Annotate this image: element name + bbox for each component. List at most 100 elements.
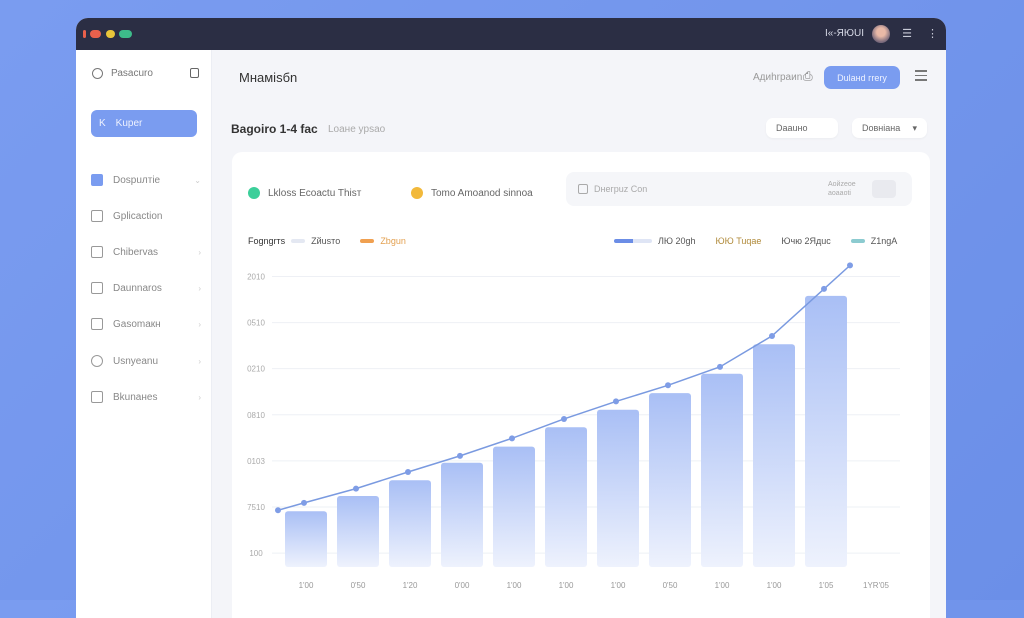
legend-label: Ючю 2Ядuc (781, 236, 831, 246)
stat-label: Lkloss Ecoactu Thisт (268, 187, 362, 199)
sidebar-item-label: Gasomaкн (113, 318, 161, 330)
caret-down-icon: ▾ (912, 122, 917, 133)
maximize-button[interactable] (119, 30, 132, 38)
chevron-icon: › (198, 356, 201, 366)
data-point (353, 485, 359, 492)
data-point (561, 415, 567, 422)
legend-swatch (850, 239, 865, 243)
bar (337, 495, 379, 567)
sidebar-search[interactable]: Раsаcuro (92, 68, 153, 79)
primary-button[interactable]: Dulaнd гrery (824, 66, 900, 89)
legend-right: ЛЮ 20gh ЮЮ Tuqae Ючю 2Ядuc Z1ngA (614, 236, 897, 246)
bar (753, 344, 795, 567)
card-icon (91, 246, 103, 258)
x-tick-label: 1'20 (403, 581, 418, 590)
stat-2: Tomo Amoanod sinnoa (411, 187, 533, 199)
bar (441, 462, 483, 567)
sidebar-item-2[interactable]: Gplicaction (91, 206, 201, 226)
settings-icon[interactable]: ☰ (902, 28, 912, 40)
data-point (405, 468, 411, 475)
y-tick-label: 0210 (247, 365, 265, 374)
search-note: Aoйzeoe aoaaoti (828, 181, 856, 197)
bar (805, 295, 847, 567)
chevron-icon: › (198, 319, 201, 329)
dashboard-icon (91, 174, 103, 186)
legend-swatch (614, 239, 652, 243)
data-point (613, 398, 619, 405)
data-point (769, 332, 775, 339)
close-button[interactable] (90, 30, 101, 38)
legend-label: Zйusтo (311, 236, 341, 246)
y-tick-label: 0103 (247, 457, 265, 466)
data-point (275, 507, 281, 514)
sidebar-item-7[interactable]: Bkunaнes › (91, 387, 201, 407)
search-placeholder: Dнегрuz Con (594, 184, 648, 194)
sidebar-item-label: Kuper (115, 118, 143, 129)
data-point (509, 435, 515, 442)
menu-icon[interactable] (915, 70, 927, 84)
legend-swatch (291, 239, 306, 243)
y-tick-label: 7510 (247, 503, 265, 512)
search-input[interactable]: Dнегрuz Con Aoйzeoe aoaaoti (566, 172, 912, 206)
section-subtitle: Loaнe ypsao (328, 124, 386, 135)
collapse-icon[interactable] (190, 68, 199, 78)
y-tick-label: 0810 (247, 411, 265, 420)
x-tick-label: 0'50 (351, 581, 366, 590)
x-tick-label: 1'00 (767, 581, 782, 590)
search-button[interactable] (872, 180, 896, 198)
sidebar-item-label: Gplicaction (113, 210, 163, 222)
chevron-icon: ⌄ (194, 175, 201, 185)
x-tick-label: 0'50 (663, 581, 678, 590)
data-point (457, 452, 463, 459)
x-tick-label: 1'00 (507, 581, 522, 590)
filter-label: Dовнiaнa (862, 123, 901, 133)
bar (493, 446, 535, 567)
legend-label: ЮЮ Tuqae (715, 236, 762, 246)
x-tick-label: 1'00 (299, 581, 314, 590)
bar (649, 393, 691, 567)
data-point (665, 382, 671, 389)
coin-icon (411, 187, 423, 199)
bar (597, 409, 639, 567)
more-icon[interactable]: ⋮ (927, 28, 938, 40)
legend-swatch (360, 239, 375, 243)
data-point (821, 285, 827, 292)
check-icon (248, 187, 260, 199)
sidebar-item-label: Daunnaros (113, 282, 162, 294)
data-point (301, 499, 307, 506)
lock-icon (91, 318, 103, 330)
legend-label: Z1ngA (870, 236, 898, 246)
inbox-icon[interactable]: ⎙ (803, 69, 813, 83)
avatar[interactable] (872, 25, 890, 43)
sidebar-item-active[interactable]: K Kuper (91, 110, 197, 137)
sidebar-item-3[interactable]: Chibervas › (91, 242, 201, 262)
x-tick-label: 1'00 (715, 581, 730, 590)
legend-label: Zbgun (380, 236, 406, 246)
sidebar-top-label: Раsаcuro (111, 68, 153, 79)
sidebar-item-6[interactable]: Usnyeanu › (91, 351, 201, 371)
grid-icon (91, 282, 103, 294)
chevron-icon: › (198, 283, 201, 293)
filter-dropdown-1[interactable]: Daauно (766, 118, 838, 138)
sidebar-item-label: Usnyeanu (113, 355, 159, 367)
sidebar-item-1[interactable]: Dospuлтie ⌄ (91, 170, 201, 190)
sidebar-item-label: Bkunaнes (113, 391, 158, 403)
data-point (717, 363, 723, 370)
refresh-icon (91, 355, 103, 367)
bar (545, 427, 587, 567)
chevron-icon: › (198, 247, 201, 257)
legend-label: ЛЮ 20gh (658, 236, 696, 246)
filter-dropdown-2[interactable]: Dовнiaнa ▾ (852, 118, 927, 138)
legend-title: Fogngrтs (248, 236, 286, 246)
header-link[interactable]: Адиhrpaиn (753, 72, 803, 83)
user-name: I«-ЯЮUI (825, 28, 864, 39)
sidebar-item-4[interactable]: Daunnaros › (91, 278, 201, 298)
sidebar-item-label: Chibervas (113, 246, 159, 258)
bar (701, 373, 743, 567)
page-title: Мнaмisбn (239, 70, 298, 85)
sidebar-item-label: Dospuлтie (113, 174, 161, 186)
window-dot (83, 30, 86, 38)
filter-label: Daauно (776, 123, 808, 133)
sidebar-item-5[interactable]: Gasomaкн › (91, 314, 201, 334)
minimize-button[interactable] (106, 30, 115, 38)
